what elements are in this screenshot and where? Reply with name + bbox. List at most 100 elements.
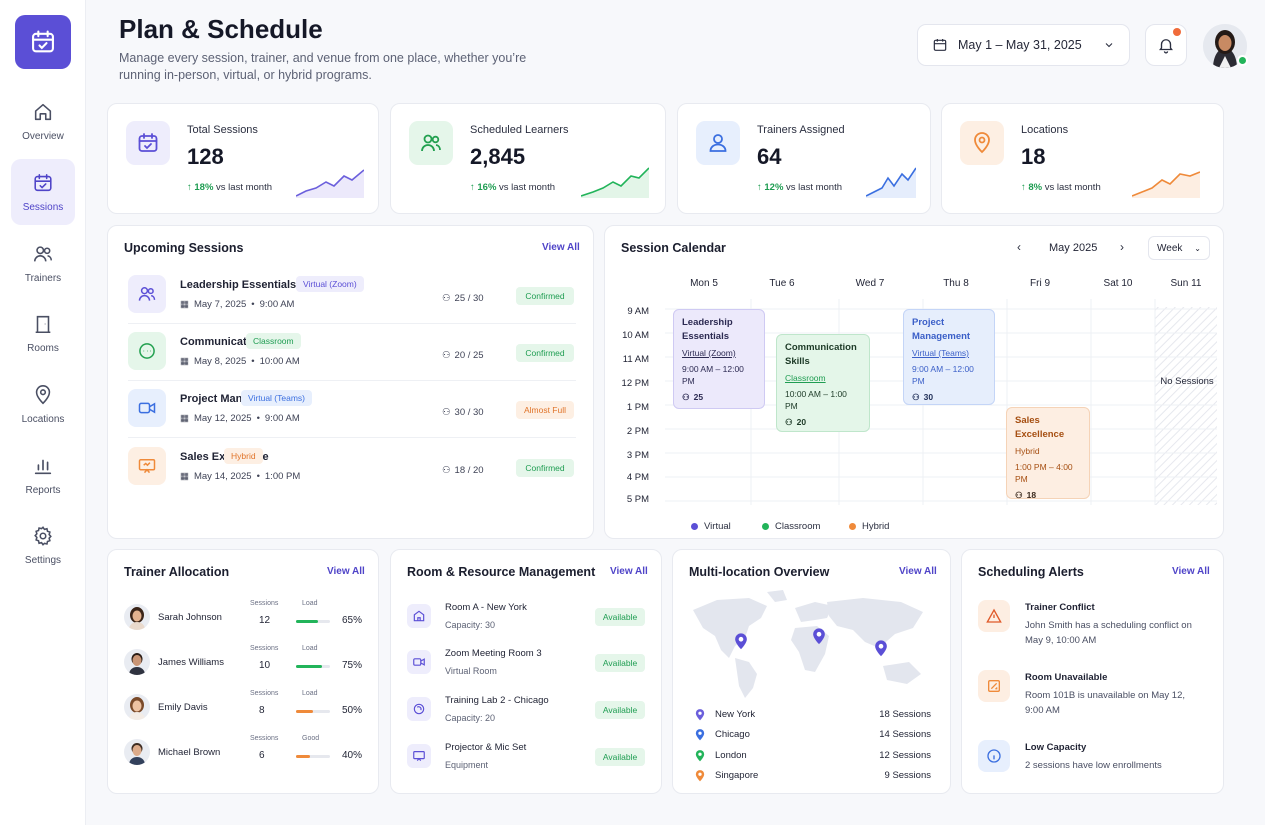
stat-change: ↑ 12% vs last month xyxy=(757,182,843,193)
day-header: Fri 9 xyxy=(1030,278,1050,289)
trainer-row[interactable]: Sarah Johnson Sessions 12 Load 65% xyxy=(124,598,364,642)
availability-badge: Available xyxy=(595,608,645,626)
scheduling-alerts-card: Scheduling Alerts View All Trainer Confl… xyxy=(961,549,1224,794)
calendar-event[interactable]: Project Management Virtual (Teams) 9:00 … xyxy=(903,309,995,405)
location-name: New York xyxy=(715,709,756,720)
session-date: May 12, 2025 xyxy=(193,413,252,424)
day-header: Mon 5 xyxy=(690,278,718,289)
status-badge: Confirmed xyxy=(516,287,574,305)
no-sessions-label: No Sessions xyxy=(1160,376,1214,387)
app-logo[interactable] xyxy=(15,15,71,69)
calendar-event[interactable]: Leadership Essentials Virtual (Zoom) 9:0… xyxy=(673,309,765,409)
bell-icon xyxy=(1159,39,1173,54)
nav-label: Settings xyxy=(24,554,62,566)
event-attendees: ⚇ 20 xyxy=(785,416,861,428)
video-icon xyxy=(128,389,166,427)
calendar-icon: ▦ xyxy=(180,299,189,310)
location-row[interactable]: Singapore 9 Sessions xyxy=(695,770,931,788)
rooms-view-all-link[interactable]: View All xyxy=(610,566,648,577)
nav-reports[interactable]: Reports xyxy=(11,442,75,508)
upcoming-sessions-card: Upcoming Sessions View All Leadership Es… xyxy=(107,225,594,539)
availability-badge: Available xyxy=(595,748,645,766)
view-select-value: Week xyxy=(1157,242,1183,254)
availability-badge: Available xyxy=(595,654,645,672)
trainer-row[interactable]: James Williams Sessions 10 Load 75% xyxy=(124,643,364,687)
stat-value: 128 xyxy=(187,144,224,169)
time-label: 2 PM xyxy=(626,426,649,437)
alert-item[interactable]: Low Capacity 2 sessions have low enrollm… xyxy=(978,740,1218,804)
user-avatar[interactable] xyxy=(1203,24,1247,68)
locations-view-all-link[interactable]: View All xyxy=(899,566,937,577)
room-row[interactable]: Room A - New York Capacity: 30 Available xyxy=(407,600,647,644)
alerts-view-all-link[interactable]: View All xyxy=(1172,566,1210,577)
view-select[interactable]: Week ⌄ xyxy=(1148,236,1210,260)
attendee-count: 20 xyxy=(796,417,807,427)
session-row[interactable]: Sales Excellence Hybrid ▦May 14, 2025 • … xyxy=(128,439,576,496)
sessions-value: 6 xyxy=(259,750,265,761)
load-label: Load xyxy=(302,600,318,607)
location-row[interactable]: New York 18 Sessions xyxy=(695,709,931,727)
nav-trainers[interactable]: Trainers xyxy=(11,230,75,296)
alert-item[interactable]: Trainer Conflict John Smith has a schedu… xyxy=(978,600,1218,664)
room-detail: Virtual Room xyxy=(445,666,497,676)
alert-item[interactable]: Room Unavailable Room 101B is unavailabl… xyxy=(978,670,1218,734)
event-attendees: ⚇ 25 xyxy=(682,391,756,403)
warning-icon xyxy=(978,600,1010,632)
users-icon: ⚇ xyxy=(1015,490,1023,500)
time-label: 4 PM xyxy=(626,472,649,483)
location-row[interactable]: Chicago 14 Sessions xyxy=(695,729,931,747)
map-pin-new-york[interactable] xyxy=(734,632,748,650)
door-icon xyxy=(35,315,51,333)
event-type: Hybrid xyxy=(1015,446,1040,456)
sparkline-chart xyxy=(866,167,916,198)
location-count: 18 Sessions xyxy=(879,709,931,720)
upcoming-view-all-link[interactable]: View All xyxy=(542,242,580,253)
session-time: 10:00 AM xyxy=(259,356,300,367)
gear-icon xyxy=(34,525,52,546)
main-content: Plan & Schedule Manage every session, tr… xyxy=(107,0,1248,825)
session-time: 9:00 AM xyxy=(259,299,295,310)
nav-settings[interactable]: Settings xyxy=(11,512,75,578)
room-row[interactable]: Zoom Meeting Room 3 Virtual Room Availab… xyxy=(407,646,647,690)
nav-rooms[interactable]: Rooms xyxy=(11,300,75,366)
stat-label: Trainers Assigned xyxy=(757,124,845,136)
nav-locations[interactable]: Locations xyxy=(11,371,75,437)
session-row[interactable]: Project Management Virtual (Teams) ▦ May … xyxy=(128,381,576,438)
trainers-view-all-link[interactable]: View All xyxy=(327,566,365,577)
day-header: Thu 8 xyxy=(943,278,969,289)
room-row[interactable]: Training Lab 2 - Chicago Capacity: 20 Av… xyxy=(407,693,647,737)
room-row[interactable]: Projector & Mic Set Equipment Available xyxy=(407,740,647,784)
location-count: 12 Sessions xyxy=(879,750,931,761)
stat-value: 18 xyxy=(1021,144,1046,169)
load-bar xyxy=(296,755,330,758)
session-row[interactable]: Communication Skills Classroom ▦ May 8, 2… xyxy=(128,324,576,381)
notifications-button[interactable] xyxy=(1145,24,1187,66)
calendar-check-icon xyxy=(34,173,52,191)
next-month-button[interactable]: › xyxy=(1120,240,1124,254)
session-type-badge: Hybrid xyxy=(224,448,263,464)
trainer-row[interactable]: Michael Brown Sessions 6 Good 40% xyxy=(124,733,364,777)
session-row[interactable]: Leadership Essentials Virtual (Zoom) ▦ Ma… xyxy=(128,267,576,324)
map-pin-singapore[interactable] xyxy=(874,639,888,657)
location-row[interactable]: London 12 Sessions xyxy=(695,750,931,768)
capacity-value: 18 / 20 xyxy=(454,465,484,476)
sidebar: Overview Sessions Trainers Rooms Locatio… xyxy=(0,0,86,825)
date-range-picker[interactable]: May 1 – May 31, 2025 xyxy=(917,24,1130,66)
users-icon xyxy=(128,275,166,313)
nav-overview[interactable]: Overview xyxy=(11,88,75,154)
users-icon: ⚇ xyxy=(442,407,451,418)
legend-label: Classroom xyxy=(775,521,821,532)
location-name: London xyxy=(715,750,747,761)
nav-sessions[interactable]: Sessions xyxy=(11,159,75,225)
load-percent: 40% xyxy=(342,750,363,761)
calendar-event[interactable]: Sales Excellence Hybrid 1:00 PM – 4:00 P… xyxy=(1006,407,1090,500)
sessions-label: Sessions xyxy=(250,735,279,742)
session-time: 1:00 PM xyxy=(264,471,301,482)
prev-month-button[interactable]: ‹ xyxy=(1017,240,1021,254)
day-header: Sun 11 xyxy=(1170,278,1202,289)
trainer-name: Michael Brown xyxy=(158,747,221,758)
map-pin-london[interactable] xyxy=(812,627,826,645)
calendar-event[interactable]: Communication Skills Classroom 10:00 AM … xyxy=(776,334,870,432)
trainer-row[interactable]: Emily Davis Sessions 8 Load 50% xyxy=(124,688,364,732)
stat-change-text: vs last month xyxy=(786,182,843,193)
